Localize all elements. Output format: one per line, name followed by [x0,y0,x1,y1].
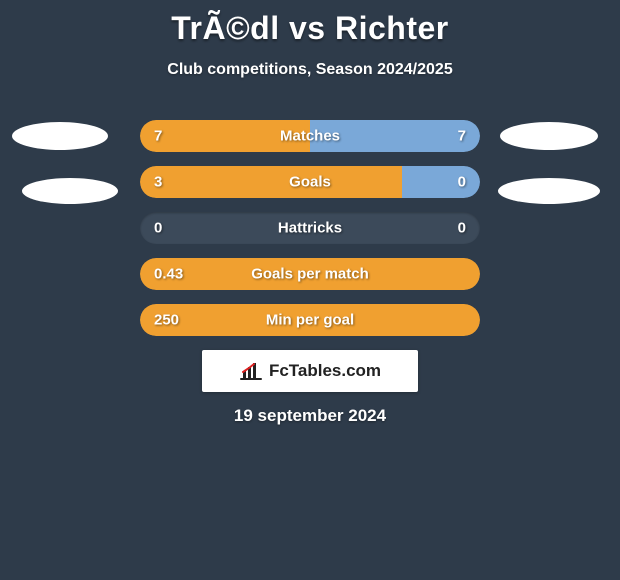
decorative-ellipse [498,178,600,204]
stat-label: Goals per match [251,266,369,283]
subtitle: Club competitions, Season 2024/2025 [0,61,620,79]
stat-value-left: 0 [154,220,162,237]
stat-row: 7 7 Matches [140,120,480,152]
stat-label: Goals [289,174,331,191]
source-badge[interactable]: FcTables.com [202,350,418,392]
stat-value-left: 3 [154,174,162,191]
decorative-ellipse [12,122,108,150]
source-badge-text: FcTables.com [269,361,381,381]
date-label: 19 september 2024 [140,406,480,426]
stat-value-left: 250 [154,312,179,329]
stat-row: 0 0 Hattricks [140,212,480,244]
stat-fill-right [402,166,480,198]
stat-value-right: 7 [458,128,466,145]
stat-value-left: 0.43 [154,266,183,283]
stat-row: 3 0 Goals [140,166,480,198]
decorative-ellipse [22,178,118,204]
page-title: TrÃ©dl vs Richter [0,0,620,47]
stat-value-right: 0 [458,220,466,237]
stat-label: Hattricks [278,220,342,237]
stat-value-left: 7 [154,128,162,145]
comparison-chart: 7 7 Matches 3 0 Goals 0 0 Hattricks 0.43 Goals per… [140,120,480,426]
stat-value-right: 0 [458,174,466,191]
stat-row: 250 Min per goal [140,304,480,336]
bar-chart-icon [239,361,263,381]
stat-fill-left [140,166,402,198]
decorative-ellipse [500,122,598,150]
stat-label: Min per goal [266,312,354,329]
stat-row: 0.43 Goals per match [140,258,480,290]
stat-label: Matches [280,128,340,145]
